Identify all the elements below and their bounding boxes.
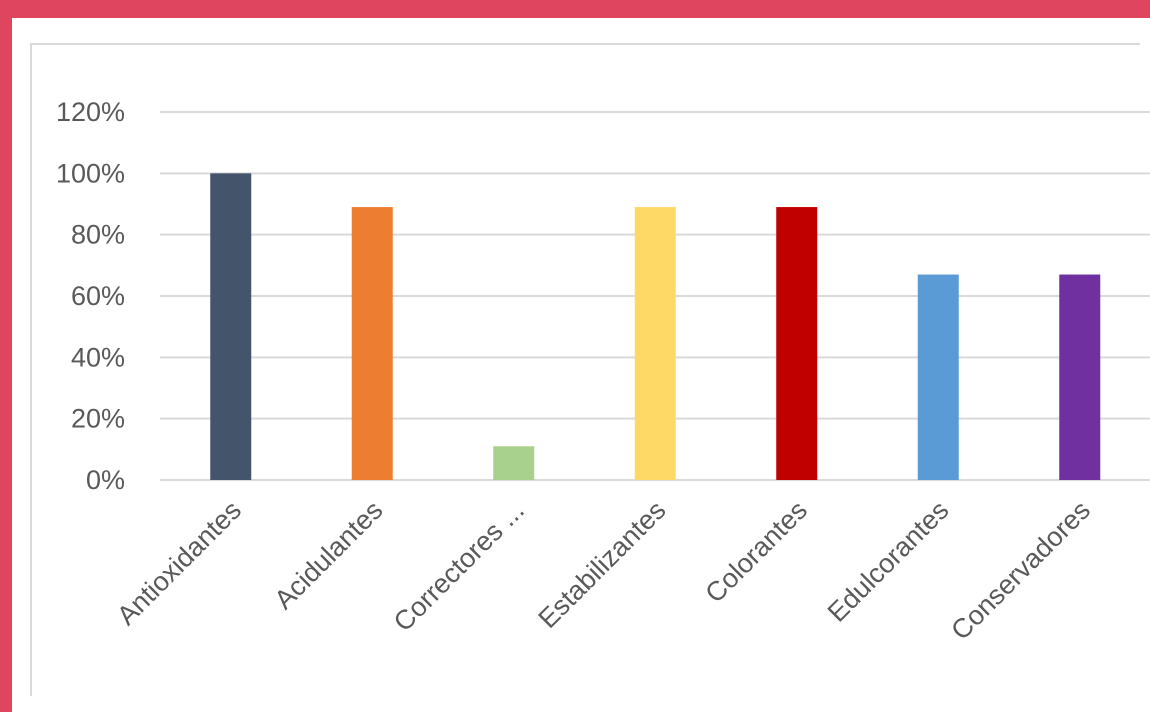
y-tick-label: 120% — [56, 97, 125, 127]
y-tick-label: 80% — [71, 220, 125, 250]
x-category-label: Colorantes — [699, 495, 813, 609]
bar-antioxidantes — [210, 173, 252, 481]
x-category-label: Estabilizantes — [532, 495, 671, 634]
y-tick-label: 60% — [71, 281, 125, 311]
x-category-label: Antioxidantes — [111, 495, 247, 631]
y-tick-label: 0% — [86, 465, 125, 495]
bar-colorantes — [776, 207, 818, 481]
bar-edulcorantes — [917, 274, 959, 480]
bar-conservadores — [1059, 274, 1101, 480]
x-category-label: Correctores ... — [388, 495, 530, 637]
x-category-label: Edulcorantes — [822, 495, 955, 628]
bar-estabilizantes — [634, 207, 676, 481]
y-tick-label: 40% — [71, 342, 125, 372]
x-category-label: Conservadores — [945, 495, 1096, 646]
y-tick-label: 100% — [56, 158, 125, 188]
y-tick-label: 20% — [71, 404, 125, 434]
bar-correctores — [493, 446, 535, 480]
x-category-label: Acidulantes — [269, 495, 389, 615]
bar-acidulantes — [351, 207, 393, 481]
